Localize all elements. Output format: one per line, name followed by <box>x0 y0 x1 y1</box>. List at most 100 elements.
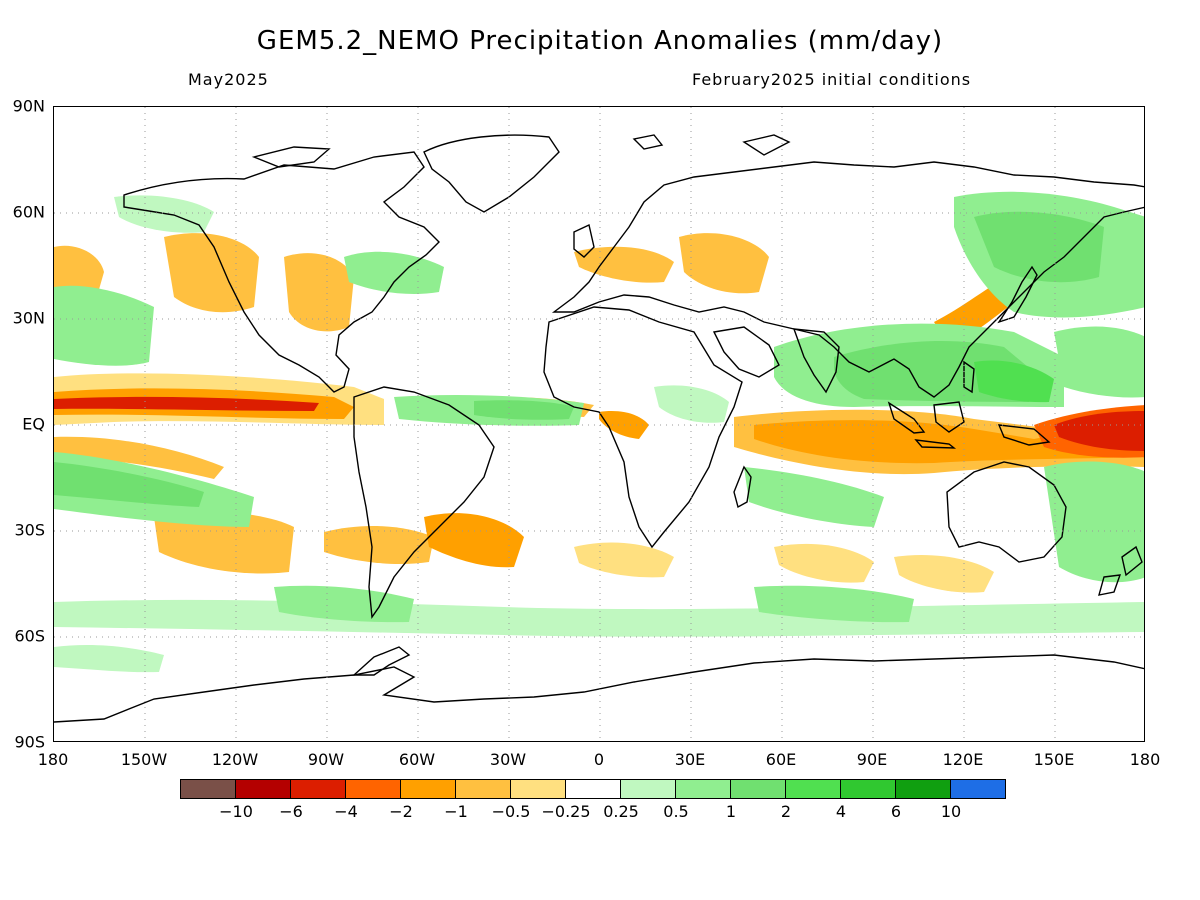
forecast-month: May2025 <box>188 70 269 89</box>
coastline-philippines <box>963 360 975 394</box>
anomaly-wet-band <box>974 360 1054 403</box>
coastline-new-zealand <box>1121 545 1143 577</box>
longitude-label: 30E <box>674 750 706 769</box>
coastline-antarctic-peninsula <box>352 646 411 676</box>
anomaly-dry-band <box>54 436 224 479</box>
colorbar-swatch <box>290 779 346 799</box>
anomaly-dry-band <box>774 543 874 583</box>
latitude-label: 60S <box>14 626 45 646</box>
coastline-borneo <box>933 401 965 433</box>
longitude-label: 30W <box>489 750 527 769</box>
coastline-south-america <box>353 386 495 619</box>
coastline-arabia <box>712 326 780 378</box>
longitude-label: 60E <box>765 750 797 769</box>
colorbar-swatch <box>345 779 401 799</box>
colorbar-swatch <box>620 779 676 799</box>
latitude-label: EQ <box>22 414 45 434</box>
longitude-label: 150W <box>120 750 168 769</box>
anomaly-wet-band <box>54 285 154 366</box>
coastline-arctic-islands <box>251 146 331 168</box>
latitude-label: 60N <box>12 202 45 222</box>
anomaly-wet-band <box>754 585 914 623</box>
coastline-new-guinea <box>997 424 1051 446</box>
coastline-britain <box>573 223 595 258</box>
colorbar-swatch <box>895 779 951 799</box>
map-canvas <box>54 107 1144 741</box>
colorbar-label: −6 <box>279 802 303 821</box>
colorbar-swatch <box>840 779 896 799</box>
anomaly-wet-band <box>744 467 884 527</box>
anomaly-dry-band <box>574 246 674 283</box>
coastline-novaya-zemlya <box>742 134 791 156</box>
colorbar-swatch <box>785 779 841 799</box>
graticule <box>54 107 1144 741</box>
colorbar-swatch <box>565 779 621 799</box>
anomaly-dry-band <box>679 233 769 294</box>
coastline-india <box>792 328 840 394</box>
coastline-australia <box>946 461 1067 563</box>
colorbar-swatch <box>400 779 456 799</box>
colorbar-swatch <box>235 779 291 799</box>
colorbar <box>180 779 1006 799</box>
colorbar-label: −2 <box>389 802 413 821</box>
longitude-label: 150E <box>1033 750 1075 769</box>
anomaly-wet-band <box>274 585 414 623</box>
colorbar-label: −1 <box>444 802 468 821</box>
initial-conditions: February2025 initial conditions <box>692 70 972 89</box>
longitude-label: 60W <box>398 750 436 769</box>
coastlines <box>54 134 1144 723</box>
coastline-new-zealand-south <box>1098 574 1122 596</box>
anomaly-wet-band <box>1054 326 1144 398</box>
colorbar-label: −10 <box>219 802 253 821</box>
longitude-label: 0 <box>593 750 605 769</box>
coastline-svalbard <box>632 134 664 150</box>
colorbar-label: −0.25 <box>541 802 591 821</box>
longitude-label: 180 <box>37 750 69 769</box>
anomaly-wet-band <box>474 400 574 420</box>
coastline-africa <box>543 306 743 549</box>
anomaly-dry-band <box>754 417 1144 464</box>
colorbar-label: −0.5 <box>491 802 531 821</box>
colorbar-label: 10 <box>940 802 962 821</box>
colorbar-label: 2 <box>780 802 792 821</box>
colorbar-swatch <box>510 779 566 799</box>
coastline-java <box>914 439 957 449</box>
colorbar-label: 1 <box>725 802 737 821</box>
anomaly-dry-band <box>1054 411 1144 451</box>
coastline-japan <box>997 265 1038 324</box>
colorbar-label: 0.25 <box>603 802 639 821</box>
coastline-sumatra <box>887 401 926 434</box>
anomaly-dry-band <box>164 233 259 313</box>
colorbar-swatch <box>455 779 511 799</box>
colorbar-swatch <box>950 779 1006 799</box>
anomaly-dry-band <box>54 396 319 411</box>
anomaly-dry-band <box>574 542 674 578</box>
latitude-label: 30S <box>14 520 45 540</box>
colorbar-label: 0.5 <box>663 802 689 821</box>
anomaly-wet-band <box>54 462 204 507</box>
anomaly-wet-band <box>344 251 444 294</box>
anomaly-wet-band <box>974 211 1104 283</box>
longitude-label: 120W <box>211 750 259 769</box>
anomaly-dry-band <box>324 525 434 564</box>
anomaly-wet-band <box>1044 461 1144 583</box>
anomaly-dry-band <box>894 554 994 593</box>
coastline-greenland <box>423 134 560 213</box>
anomaly-dry-band <box>284 253 354 332</box>
anomaly-field <box>54 191 1144 673</box>
chart-title: GEM5.2_NEMO Precipitation Anomalies (mm/… <box>256 26 944 56</box>
longitude-label: 90E <box>856 750 888 769</box>
longitude-label: 90W <box>307 750 345 769</box>
colorbar-swatch <box>675 779 731 799</box>
colorbar-label: −4 <box>334 802 358 821</box>
colorbar-label: 4 <box>835 802 847 821</box>
precipitation-anomaly-map <box>53 106 1145 742</box>
anomaly-wet-band <box>54 644 164 673</box>
anomaly-dry-band <box>154 511 294 574</box>
longitude-label: 120E <box>942 750 984 769</box>
colorbar-swatch <box>180 779 236 799</box>
longitude-label: 180 <box>1129 750 1161 769</box>
colorbar-label: 6 <box>890 802 902 821</box>
latitude-label: 30N <box>12 308 45 328</box>
coastline-antarctica <box>54 654 1144 723</box>
